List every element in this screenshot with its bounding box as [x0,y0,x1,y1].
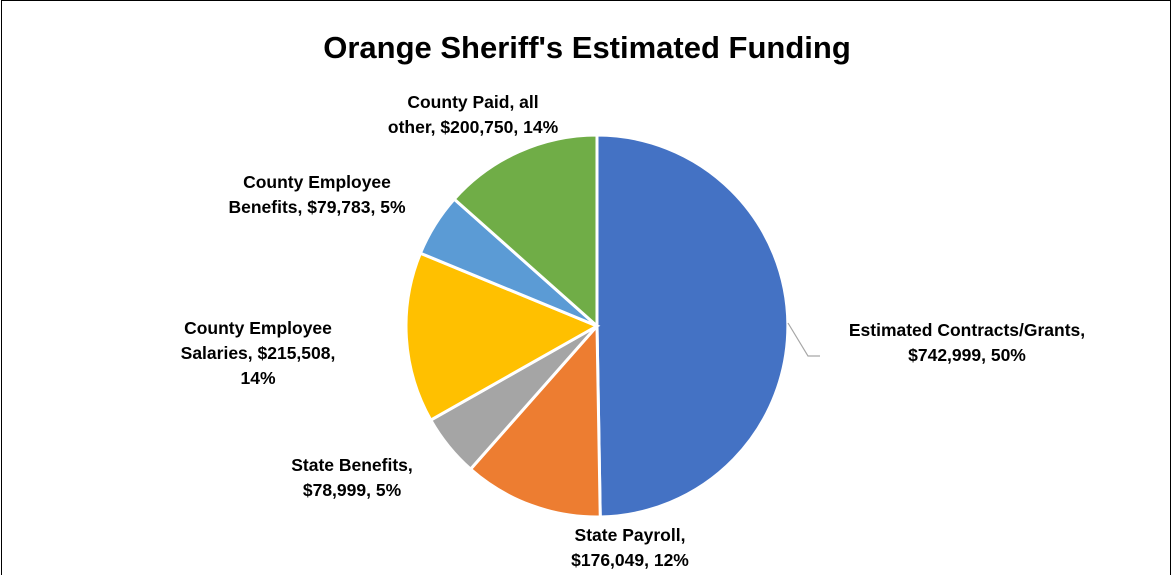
data-label-5: County Paid, all other, $200,750, 14% [368,90,578,140]
data-label-0: Estimated Contracts/Grants, $742,999, 50% [812,318,1122,368]
data-label-4: County Employee Benefits, $79,783, 5% [212,170,422,220]
data-label-line: $78,999, 5% [302,480,402,500]
data-label-line: Estimated Contracts/Grants, [848,320,1086,340]
data-label-line: 14% [240,368,276,388]
data-label-line: other, $200,750, 14% [387,117,559,137]
data-label-line: $742,999, 50% [908,345,1026,365]
pie-slice-1 [468,322,602,519]
data-label-line: $176,049, 12% [571,550,689,570]
leader-line [787,322,820,357]
pie-slice-0 [595,133,790,519]
data-label-3: County Employee Salaries, $215,508, 14% [158,316,358,391]
pie-slice-3 [404,251,601,423]
chart-title: Orange Sheriff's Estimated Funding [323,30,851,65]
data-label-line: County Employee [184,318,332,338]
data-label-1: State Payroll, $176,049, 12% [545,523,715,573]
data-label-line: Benefits, $79,783, 5% [228,197,406,217]
data-label-line: County Employee [243,172,391,192]
data-label-line: Salaries, $215,508, [180,343,336,363]
data-label-line: County Paid, all [407,92,539,112]
data-label-2: State Benefits, $78,999, 5% [272,453,432,503]
data-label-line: State Benefits, [291,455,413,475]
data-label-line: State Payroll, [574,525,686,545]
pie-slice-5 [452,133,599,330]
